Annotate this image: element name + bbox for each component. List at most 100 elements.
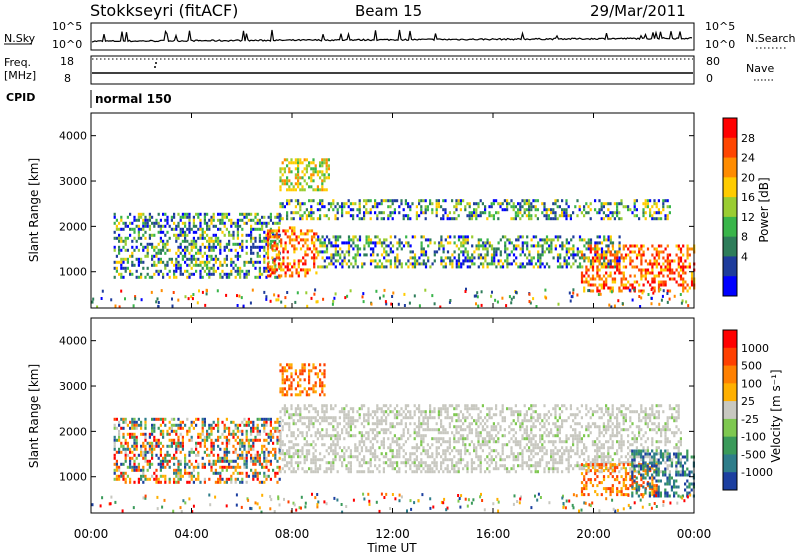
- heatmap-cell: [316, 467, 319, 471]
- heatmap-cell: [135, 420, 138, 424]
- heatmap-cell: [396, 440, 399, 444]
- heatmap-cell: [175, 480, 178, 484]
- heatmap-cell: [199, 233, 202, 237]
- heatmap-cell: [308, 229, 311, 233]
- heatmap-cell: [205, 292, 208, 296]
- heatmap-cell: [325, 407, 328, 411]
- heatmap-cell: [396, 256, 399, 260]
- heatmap-cell: [444, 410, 447, 414]
- heatmap-cell: [303, 455, 306, 459]
- heatmap-cell: [212, 233, 215, 237]
- heatmap-cell: [217, 218, 220, 222]
- heatmap-cell: [179, 426, 182, 430]
- heatmap-cell: [585, 265, 588, 269]
- heatmap-cell: [574, 259, 577, 263]
- heatmap-cell: [380, 416, 383, 420]
- heatmap-cell: [334, 449, 337, 453]
- heatmap-cell: [616, 211, 619, 215]
- heatmap-cell: [565, 253, 568, 257]
- heatmap-cell: [294, 205, 297, 209]
- heatmap-cell: [283, 404, 286, 408]
- heatmap-cell: [135, 468, 138, 472]
- heatmap-cell: [283, 205, 286, 209]
- heatmap-cell: [131, 420, 134, 424]
- heatmap-cell: [523, 428, 526, 432]
- heatmap-cell: [567, 262, 571, 266]
- heatmap-cell: [356, 419, 359, 423]
- heatmap-cell: [556, 217, 559, 221]
- heatmap-cell: [155, 221, 158, 225]
- heatmap-cell: [137, 423, 140, 427]
- heatmap-cell: [294, 449, 297, 453]
- heatmap-cell: [514, 470, 517, 474]
- heatmap-cell: [404, 470, 407, 474]
- heatmap-cell: [404, 425, 407, 429]
- heatmap-cell: [203, 480, 206, 484]
- heatmap-cell: [188, 426, 191, 430]
- heatmap-cell: [219, 245, 222, 249]
- heatmap-cell: [664, 283, 667, 287]
- heatmap-cell: [312, 425, 315, 429]
- heatmap-cell: [206, 266, 209, 270]
- heatmap-cell: [148, 215, 151, 219]
- heatmap-cell: [286, 179, 289, 183]
- heatmap-cell: [293, 265, 296, 269]
- heatmap-cell: [475, 407, 478, 411]
- heatmap-cell: [301, 431, 304, 435]
- heatmap-cell: [212, 215, 215, 219]
- heatmap-cell: [290, 375, 293, 379]
- heatmap-cell: [266, 235, 270, 239]
- heatmap-cell: [321, 407, 324, 411]
- heatmap-cell: [677, 262, 680, 266]
- heatmap-cell: [275, 298, 278, 302]
- heatmap-cell: [190, 272, 193, 276]
- heatmap-cell: [192, 480, 195, 484]
- heatmap-cell: [415, 211, 418, 215]
- heatmap-cell: [541, 425, 544, 429]
- heatmap-cell: [521, 425, 524, 429]
- heatmap-cell: [504, 247, 507, 251]
- heatmap-cell: [433, 461, 436, 465]
- heatmap-cell: [198, 289, 200, 293]
- heatmap-cell: [668, 205, 671, 209]
- heatmap-cell: [263, 236, 266, 240]
- heatmap-cell: [420, 253, 423, 257]
- heatmap-cell: [673, 277, 676, 281]
- heatmap-cell: [506, 467, 509, 471]
- heatmap-cell: [159, 453, 162, 457]
- heatmap-cell: [358, 431, 361, 435]
- heatmap-cell: [624, 283, 628, 287]
- heatmap-cell: [646, 268, 650, 272]
- heatmap-cell: [596, 211, 599, 215]
- heatmap-cell: [186, 239, 189, 243]
- heatmap-cell: [611, 241, 615, 245]
- heatmap-cell: [299, 407, 302, 411]
- heatmap-cell: [219, 480, 222, 484]
- heatmap-cell: [219, 227, 222, 231]
- heatmap-cell: [186, 462, 189, 466]
- heatmap-cell: [435, 428, 438, 432]
- heatmap-cell: [481, 440, 484, 444]
- heatmap-cell: [316, 458, 319, 462]
- heatmap-cell: [321, 161, 324, 165]
- heatmap-cell: [424, 461, 427, 465]
- heatmap-cell: [256, 417, 259, 421]
- heatmap-cell: [124, 266, 127, 270]
- heatmap-cell: [413, 428, 416, 432]
- heatmap-cell: [594, 259, 597, 263]
- heatmap-cell: [466, 253, 469, 257]
- heatmap-cell: [126, 447, 129, 451]
- heatmap-cell: [230, 218, 233, 222]
- heatmap-cell: [662, 274, 665, 278]
- heatmap-cell: [385, 422, 388, 426]
- heatmap-cell: [168, 465, 171, 469]
- heatmap-cell: [435, 455, 438, 459]
- heatmap-cell: [354, 256, 357, 260]
- heatmap-cell: [195, 245, 198, 249]
- heatmap-cell: [510, 446, 513, 450]
- heatmap-cell: [424, 434, 427, 438]
- heatmap-cell: [179, 432, 182, 436]
- heatmap-cell: [437, 437, 440, 441]
- heatmap-cell: [581, 265, 584, 269]
- heatmap-cell: [303, 363, 306, 367]
